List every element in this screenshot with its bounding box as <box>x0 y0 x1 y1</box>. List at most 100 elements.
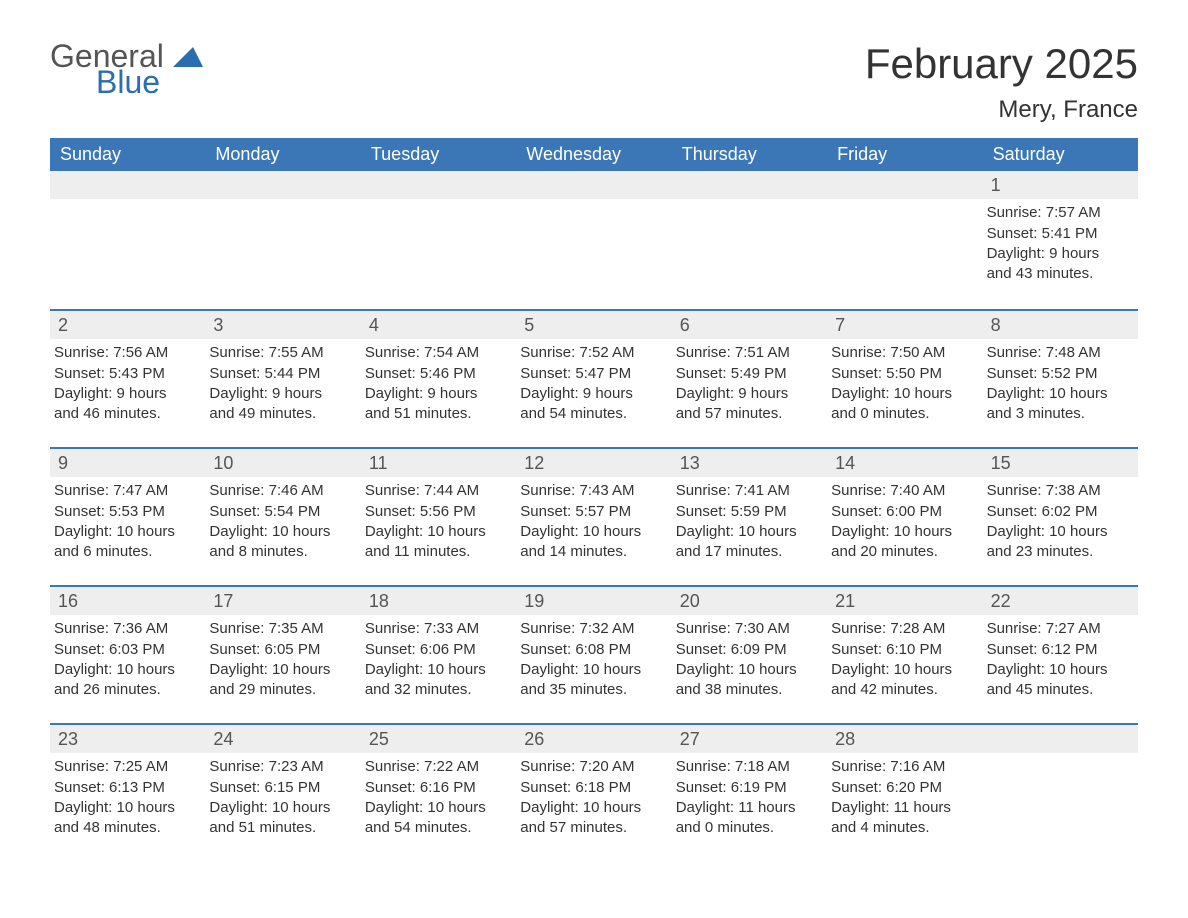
day-sunrise: Sunrise: 7:36 AM <box>54 619 197 639</box>
day-daylight2: and 3 minutes. <box>987 404 1130 424</box>
day-daylight2: and 17 minutes. <box>676 542 819 562</box>
day-number: 16 <box>50 587 205 615</box>
weeks-container: 1Sunrise: 7:57 AMSunset: 5:41 PMDaylight… <box>50 171 1138 847</box>
day-sunrise: Sunrise: 7:50 AM <box>831 343 974 363</box>
day-cell: 10Sunrise: 7:46 AMSunset: 5:54 PMDayligh… <box>205 449 360 571</box>
day-daylight1: Daylight: 11 hours <box>676 798 819 818</box>
day-cell: 21Sunrise: 7:28 AMSunset: 6:10 PMDayligh… <box>827 587 982 709</box>
day-sunrise: Sunrise: 7:30 AM <box>676 619 819 639</box>
day-sunset: Sunset: 6:02 PM <box>987 502 1130 522</box>
day-number: 8 <box>983 311 1138 339</box>
day-cell <box>983 725 1138 847</box>
day-number: 2 <box>50 311 205 339</box>
day-number: 1 <box>983 171 1138 199</box>
day-number: 20 <box>672 587 827 615</box>
day-sunset: Sunset: 6:05 PM <box>209 640 352 660</box>
day-daylight1: Daylight: 9 hours <box>209 384 352 404</box>
day-number: 22 <box>983 587 1138 615</box>
day-header-thursday: Thursday <box>672 138 827 171</box>
day-sunset: Sunset: 6:03 PM <box>54 640 197 660</box>
day-cell: 2Sunrise: 7:56 AMSunset: 5:43 PMDaylight… <box>50 311 205 433</box>
day-sunrise: Sunrise: 7:16 AM <box>831 757 974 777</box>
day-daylight1: Daylight: 10 hours <box>365 660 508 680</box>
day-header-tuesday: Tuesday <box>361 138 516 171</box>
day-cell: 8Sunrise: 7:48 AMSunset: 5:52 PMDaylight… <box>983 311 1138 433</box>
day-number: 25 <box>361 725 516 753</box>
day-daylight1: Daylight: 10 hours <box>209 522 352 542</box>
week-row: 1Sunrise: 7:57 AMSunset: 5:41 PMDaylight… <box>50 171 1138 295</box>
day-sunset: Sunset: 5:47 PM <box>520 364 663 384</box>
day-daylight2: and 42 minutes. <box>831 680 974 700</box>
day-cell: 1Sunrise: 7:57 AMSunset: 5:41 PMDaylight… <box>983 171 1138 295</box>
logo-text: General Blue <box>50 40 203 98</box>
day-daylight2: and 0 minutes. <box>676 818 819 838</box>
day-sunrise: Sunrise: 7:27 AM <box>987 619 1130 639</box>
day-daylight2: and 35 minutes. <box>520 680 663 700</box>
day-number: 6 <box>672 311 827 339</box>
day-daylight2: and 51 minutes. <box>365 404 508 424</box>
day-cell: 14Sunrise: 7:40 AMSunset: 6:00 PMDayligh… <box>827 449 982 571</box>
day-sunset: Sunset: 6:12 PM <box>987 640 1130 660</box>
day-number: 14 <box>827 449 982 477</box>
day-sunset: Sunset: 5:41 PM <box>987 224 1130 244</box>
day-sunrise: Sunrise: 7:32 AM <box>520 619 663 639</box>
day-cell: 6Sunrise: 7:51 AMSunset: 5:49 PMDaylight… <box>672 311 827 433</box>
day-daylight2: and 54 minutes. <box>520 404 663 424</box>
logo: General Blue <box>50 40 203 98</box>
day-number: 10 <box>205 449 360 477</box>
day-daylight1: Daylight: 10 hours <box>987 522 1130 542</box>
day-number <box>50 171 205 199</box>
day-cell: 12Sunrise: 7:43 AMSunset: 5:57 PMDayligh… <box>516 449 671 571</box>
day-daylight2: and 20 minutes. <box>831 542 974 562</box>
day-header-friday: Friday <box>827 138 982 171</box>
day-number: 7 <box>827 311 982 339</box>
day-sunset: Sunset: 6:16 PM <box>365 778 508 798</box>
day-sunset: Sunset: 5:52 PM <box>987 364 1130 384</box>
day-sunrise: Sunrise: 7:18 AM <box>676 757 819 777</box>
day-cell <box>672 171 827 295</box>
day-number <box>983 725 1138 753</box>
day-daylight1: Daylight: 10 hours <box>365 798 508 818</box>
day-sunrise: Sunrise: 7:51 AM <box>676 343 819 363</box>
day-cell: 11Sunrise: 7:44 AMSunset: 5:56 PMDayligh… <box>361 449 516 571</box>
day-sunset: Sunset: 6:15 PM <box>209 778 352 798</box>
day-daylight1: Daylight: 10 hours <box>520 522 663 542</box>
day-number <box>205 171 360 199</box>
month-title: February 2025 <box>865 40 1138 88</box>
day-daylight1: Daylight: 10 hours <box>54 660 197 680</box>
day-sunset: Sunset: 5:57 PM <box>520 502 663 522</box>
day-daylight2: and 57 minutes. <box>676 404 819 424</box>
day-sunset: Sunset: 6:06 PM <box>365 640 508 660</box>
day-cell: 5Sunrise: 7:52 AMSunset: 5:47 PMDaylight… <box>516 311 671 433</box>
day-number: 4 <box>361 311 516 339</box>
day-daylight1: Daylight: 9 hours <box>520 384 663 404</box>
day-sunrise: Sunrise: 7:54 AM <box>365 343 508 363</box>
day-cell: 24Sunrise: 7:23 AMSunset: 6:15 PMDayligh… <box>205 725 360 847</box>
day-number: 21 <box>827 587 982 615</box>
day-number: 18 <box>361 587 516 615</box>
day-header-row: Sunday Monday Tuesday Wednesday Thursday… <box>50 138 1138 171</box>
day-sunset: Sunset: 6:13 PM <box>54 778 197 798</box>
day-daylight1: Daylight: 10 hours <box>831 384 974 404</box>
day-number <box>516 171 671 199</box>
day-cell: 23Sunrise: 7:25 AMSunset: 6:13 PMDayligh… <box>50 725 205 847</box>
day-daylight2: and 0 minutes. <box>831 404 974 424</box>
day-daylight2: and 51 minutes. <box>209 818 352 838</box>
day-daylight1: Daylight: 10 hours <box>676 660 819 680</box>
day-daylight1: Daylight: 10 hours <box>831 522 974 542</box>
title-block: February 2025 Mery, France <box>865 40 1138 124</box>
day-sunrise: Sunrise: 7:23 AM <box>209 757 352 777</box>
day-sunset: Sunset: 6:10 PM <box>831 640 974 660</box>
day-number: 27 <box>672 725 827 753</box>
day-sunset: Sunset: 5:56 PM <box>365 502 508 522</box>
day-daylight2: and 26 minutes. <box>54 680 197 700</box>
day-cell: 15Sunrise: 7:38 AMSunset: 6:02 PMDayligh… <box>983 449 1138 571</box>
day-daylight1: Daylight: 9 hours <box>987 244 1130 264</box>
day-sunrise: Sunrise: 7:28 AM <box>831 619 974 639</box>
day-number: 28 <box>827 725 982 753</box>
day-sunrise: Sunrise: 7:46 AM <box>209 481 352 501</box>
day-cell: 20Sunrise: 7:30 AMSunset: 6:09 PMDayligh… <box>672 587 827 709</box>
day-daylight2: and 46 minutes. <box>54 404 197 424</box>
day-number: 26 <box>516 725 671 753</box>
day-cell: 25Sunrise: 7:22 AMSunset: 6:16 PMDayligh… <box>361 725 516 847</box>
